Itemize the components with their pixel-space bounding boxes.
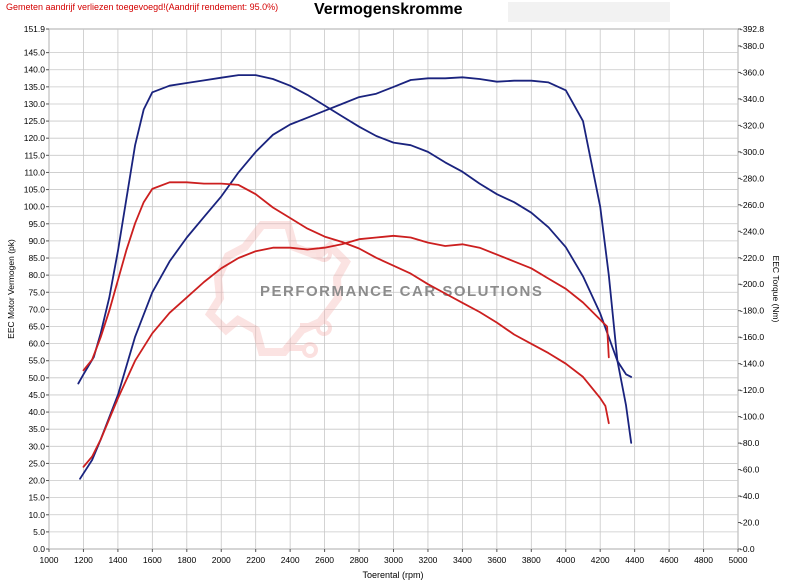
- x-tick-label: 4400: [625, 555, 644, 565]
- axis-ticks: 1000 1200 1400 1600 1800 2000 2200 2400 2600 2800…: [24, 24, 765, 565]
- x-tick-label: 4600: [660, 555, 679, 565]
- y-tick-label-left: 55.0: [28, 356, 45, 366]
- y-tick-label-right: -360.0: [740, 67, 764, 77]
- y-tick-label-right: -160.0: [740, 332, 764, 342]
- y-tick-label-right: -20.0: [740, 518, 760, 528]
- y-tick-label-left: 100.0: [24, 202, 46, 212]
- y-tick-label-right: -80.0: [740, 438, 760, 448]
- y-tick-label-right: -260.0: [740, 200, 764, 210]
- y-tick-label-left: 140.0: [24, 65, 46, 75]
- x-tick-label: 1400: [108, 555, 127, 565]
- y-tick-label-right: -0.0: [740, 544, 755, 554]
- y-tick-label-right: -120.0: [740, 385, 764, 395]
- x-axis-label: Toerental (rpm): [362, 570, 423, 580]
- y-tick-label-right: -300.0: [740, 147, 764, 157]
- x-tick-label: 1600: [143, 555, 162, 565]
- drivetrain-loss-note: Gemeten aandrijf verliezen toegevoegd!(A…: [6, 2, 279, 12]
- x-tick-label: 2600: [315, 555, 334, 565]
- x-tick-label: 1000: [40, 555, 59, 565]
- y-tick-label-left: 115.0: [24, 150, 45, 160]
- chart-title: Vermogenskromme: [314, 1, 463, 18]
- x-tick-label: 3200: [418, 555, 437, 565]
- y-tick-label-right: -180.0: [740, 306, 764, 316]
- y-tick-label-left: 5.0: [33, 527, 45, 537]
- y-tick-label-left: 70.0: [28, 304, 45, 314]
- y-tick-label-right: -60.0: [740, 465, 760, 475]
- y-tick-label-left: 0.0: [33, 544, 45, 554]
- y-tick-label-right: -140.0: [740, 359, 764, 369]
- blue-power-line: [79, 76, 633, 480]
- y-axis-label-right: EEC Torque (Nm): [771, 256, 781, 323]
- y-tick-label-left: 145.0: [24, 48, 46, 58]
- y-tick-label-left: 25.0: [28, 458, 45, 468]
- y-tick-label-left: 10.0: [28, 510, 45, 520]
- y-tick-label-left: 110.0: [24, 167, 45, 177]
- x-tick-label: 3600: [487, 555, 506, 565]
- y-tick-label-left: 85.0: [28, 253, 45, 263]
- x-tick-label: 4200: [591, 555, 610, 565]
- x-tick-label: 3800: [522, 555, 541, 565]
- y-tick-label-right: -240.0: [740, 226, 764, 236]
- y-tick-label-left: 80.0: [28, 270, 45, 280]
- y-tick-label-left: 95.0: [28, 219, 45, 229]
- y-tick-label-left: 75.0: [28, 287, 45, 297]
- x-tick-label: 4800: [694, 555, 713, 565]
- y-tick-label-left: 35.0: [28, 424, 45, 434]
- x-tick-label: 3000: [384, 555, 403, 565]
- y-tick-label-left: 50.0: [28, 373, 45, 383]
- x-tick-label: 2800: [350, 555, 369, 565]
- x-tick-label: 2000: [212, 555, 231, 565]
- y-tick-label-left: 130.0: [24, 99, 46, 109]
- y-tick-label-left: 120.0: [24, 133, 46, 143]
- y-tick-label-right: -220.0: [740, 253, 764, 263]
- y-tick-label-right: -392.8: [740, 24, 764, 34]
- y-tick-label-right: -40.0: [740, 491, 760, 501]
- y-tick-label-right: -320.0: [740, 120, 764, 130]
- red-power-line: [82, 234, 610, 468]
- y-tick-label-left: 20.0: [28, 476, 45, 486]
- x-tick-label: 4000: [556, 555, 575, 565]
- y-axis-label-left: EEC Motor Vermogen (pk): [6, 239, 16, 339]
- y-tick-label-left: 30.0: [28, 441, 45, 451]
- y-tick-label-right: -280.0: [740, 173, 764, 183]
- y-tick-label-right: -340.0: [740, 94, 764, 104]
- y-tick-label-left: 40.0: [28, 407, 45, 417]
- y-tick-label-left: 15.0: [28, 493, 45, 503]
- x-tick-label: 2200: [246, 555, 265, 565]
- data-series: [77, 74, 633, 480]
- x-tick-label: 5000: [729, 555, 748, 565]
- blue-torque-line: [77, 74, 633, 385]
- x-tick-label: 3400: [453, 555, 472, 565]
- title-panel: [508, 2, 670, 22]
- y-tick-label-left: 65.0: [28, 321, 45, 331]
- y-tick-label-right: -100.0: [740, 412, 764, 422]
- y-tick-label-right: -200.0: [740, 279, 764, 289]
- x-tick-label: 1200: [74, 555, 93, 565]
- y-tick-label-right: -380.0: [740, 41, 764, 51]
- watermark-text: PERFORMANCE CAR SOLUTIONS: [260, 283, 543, 300]
- y-tick-label-left: 105.0: [24, 185, 46, 195]
- y-tick-label-left: 135.0: [24, 82, 46, 92]
- y-tick-label-left: 45.0: [28, 390, 45, 400]
- red-torque-line: [82, 181, 610, 425]
- y-tick-label-left: 125.0: [24, 116, 46, 126]
- y-tick-label-left: 60.0: [28, 339, 45, 349]
- x-tick-label: 2400: [281, 555, 300, 565]
- x-tick-label: 1800: [177, 555, 196, 565]
- y-tick-label-left: 151.9: [24, 24, 46, 34]
- y-tick-label-left: 90.0: [28, 236, 45, 246]
